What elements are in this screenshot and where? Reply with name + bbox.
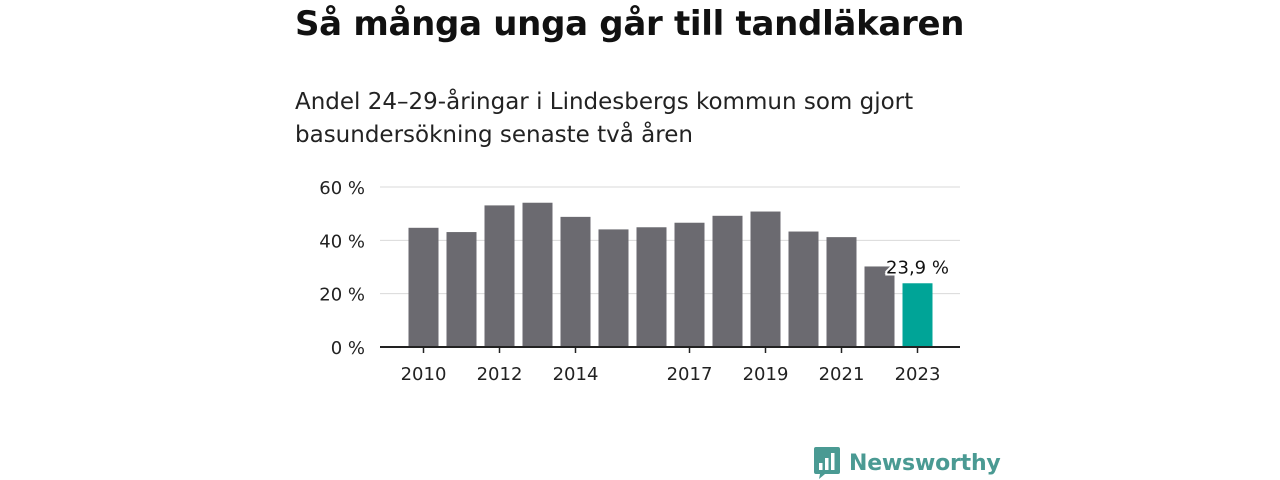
x-axis: 2010 2012 2014 2017 2019 2021 2023 bbox=[380, 346, 960, 385]
x-tick-label: 2010 bbox=[401, 364, 447, 385]
bar-2012 bbox=[484, 205, 515, 347]
bar-2014 bbox=[560, 216, 591, 347]
y-tick-label: 20 % bbox=[319, 285, 365, 306]
y-axis-ticks: 0 % 20 % 40 % 60 % bbox=[319, 178, 365, 359]
chart-subtitle: Andel 24–29-åringar i Lindesbergs kommun… bbox=[295, 89, 914, 148]
bar-2011 bbox=[446, 232, 477, 347]
bar-2010 bbox=[408, 227, 439, 347]
y-tick-label: 40 % bbox=[319, 231, 365, 252]
bar-2013 bbox=[522, 202, 553, 347]
bars bbox=[408, 202, 933, 347]
x-tick-label: 2023 bbox=[895, 364, 941, 385]
bar-2020 bbox=[788, 231, 819, 347]
y-tick-label: 60 % bbox=[319, 178, 365, 199]
bar-2015 bbox=[598, 229, 629, 347]
brand-name: Newsworthy bbox=[849, 450, 1001, 476]
highlight-data-label: 23,9 % bbox=[886, 257, 949, 278]
x-tick-label: 2014 bbox=[553, 364, 599, 385]
data-labels: 23,9 % bbox=[884, 255, 951, 280]
x-tick-label: 2012 bbox=[477, 364, 523, 385]
y-tick-label: 0 % bbox=[331, 338, 365, 359]
bar-2019 bbox=[750, 211, 781, 347]
bar-2018 bbox=[712, 215, 743, 347]
x-tick-label: 2017 bbox=[667, 364, 713, 385]
x-tick-label: 2019 bbox=[743, 364, 789, 385]
bar-2022 bbox=[864, 266, 895, 347]
bar-2023 bbox=[902, 283, 933, 347]
x-tick-label: 2021 bbox=[819, 364, 865, 385]
bar-2017 bbox=[674, 222, 705, 347]
newsworthy-logo-icon bbox=[814, 447, 840, 479]
bar-2021 bbox=[826, 237, 857, 347]
chart-title: Så många unga går till tandläkaren bbox=[295, 4, 965, 44]
bar-2016 bbox=[636, 227, 667, 347]
brand: Newsworthy bbox=[813, 446, 1001, 480]
gridlines bbox=[380, 186, 960, 295]
